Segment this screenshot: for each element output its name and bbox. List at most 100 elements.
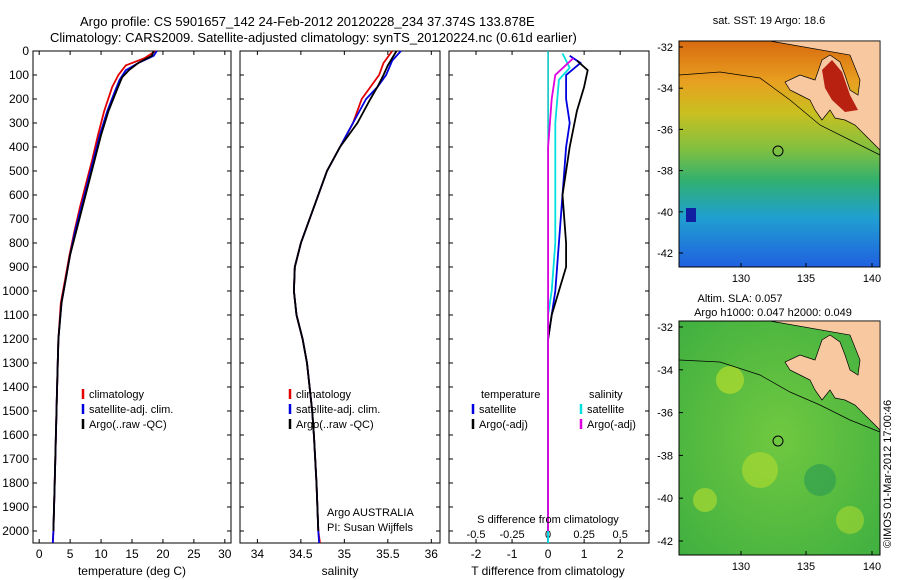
depth-tick-label: 1300 [2, 356, 29, 370]
s-tick-label: -0.5 [467, 529, 486, 541]
legend-label: Argo(-adj) [587, 419, 636, 431]
depth-tick-label: 1800 [2, 476, 29, 490]
x-tick-label: 0 [36, 547, 43, 561]
sla-argo-position [772, 435, 784, 447]
temperature-panel [32, 50, 232, 544]
legend-label: climatology [296, 389, 352, 401]
legend-label: satellite [479, 404, 516, 416]
x-tick-label: 30 [218, 547, 232, 561]
sla-map [678, 320, 881, 556]
depth-tick-label: 1600 [2, 428, 29, 442]
x-tick-label: 1 [581, 547, 588, 561]
sla-map-title2: Argo h1000: 0.047 h2000: 0.049 [694, 307, 852, 319]
x-tick-label: 10 [94, 547, 108, 561]
depth-tick-label: 0 [22, 44, 29, 58]
map-lon-label: 140 [863, 561, 881, 573]
depth-tick-label: 800 [9, 236, 29, 250]
s-tick-label: 0.5 [613, 529, 628, 541]
x-tick-label: -2 [471, 547, 482, 561]
legend-label: satellite [587, 404, 624, 416]
sst-map-title: sat. SST: 19 Argo: 18.6 [713, 15, 826, 27]
s-tick-label: -0.25 [500, 529, 525, 541]
sla-shelf-contour [678, 359, 881, 433]
credit-text: ©IMOS 01-Mar-2012 17:00:46 [882, 400, 894, 548]
argo-program-label: Argo AUSTRALIA [327, 507, 414, 519]
depth-tick-label: 1100 [3, 308, 29, 322]
header-line2: Climatology: CARS2009. Satellite-adjuste… [50, 30, 577, 45]
x-tick-label: 25 [187, 547, 201, 561]
x-tick-label: 5 [67, 547, 74, 561]
depth-tick-label: 600 [9, 188, 29, 202]
depth-tick-label: 200 [9, 92, 29, 106]
sst-coldspot [686, 208, 696, 222]
legend-label: Argo(-adj) [479, 419, 528, 431]
legend-label: satellite-adj. clim. [89, 404, 173, 416]
profile-line-argo_s [547, 57, 574, 531]
sla-map-title1: Altim. SLA: 0.057 [698, 293, 783, 305]
map-lat-label: -32 [657, 322, 673, 334]
map-lon-label: 140 [863, 273, 881, 285]
salinity-xlabel: salinity [322, 564, 359, 578]
depth-tick-label: 2000 [2, 524, 29, 538]
sla-land [769, 320, 881, 431]
legend-label: Argo(..raw -QC) [296, 419, 374, 431]
map-lat-label: -36 [657, 124, 673, 136]
map-lat-label: -40 [657, 493, 673, 505]
map-lat-label: -32 [657, 42, 673, 54]
profile-line-sat_s [547, 52, 571, 543]
map-lat-label: -38 [657, 450, 673, 462]
sst-warm-gulf [822, 60, 858, 112]
x-tick-label: 15 [125, 547, 139, 561]
x-tick-label: 20 [156, 547, 170, 561]
depth-tick-label: 1900 [2, 500, 29, 514]
map-lon-label: 135 [797, 273, 815, 285]
difference-xlabel: T difference from climatology [471, 564, 625, 578]
pi-name-label: PI: Susan Wijffels [327, 522, 413, 534]
map-lon-label: 130 [732, 561, 750, 573]
profile-line-argo [52, 50, 155, 532]
map-lat-label: -34 [657, 83, 673, 95]
map-lat-label: -36 [657, 408, 673, 420]
x-tick-label: 2 [617, 547, 624, 561]
sst-shelf-contour [678, 71, 881, 156]
depth-tick-label: 400 [9, 140, 29, 154]
sst-argo-position [772, 145, 784, 157]
map-lat-label: -40 [657, 207, 673, 219]
x-tick-label: -1 [507, 547, 518, 561]
s-tick-label: 0.25 [573, 529, 594, 541]
map-lat-label: -42 [657, 536, 673, 548]
depth-tick-label: 700 [9, 212, 29, 226]
depth-tick-label: 1400 [2, 380, 29, 394]
axes-layer: 0100200300400500600700800900100011001200… [2, 44, 649, 561]
x-tick-label: 34 [251, 547, 265, 561]
depth-tick-label: 500 [9, 164, 29, 178]
legend-heading-salinity: salinity [589, 389, 623, 401]
x-tick-label: 34.5 [289, 547, 313, 561]
header-line1: Argo profile: CS 5901657_142 24-Feb-2012… [80, 14, 535, 29]
s-difference-label: S difference from climatology [477, 514, 619, 526]
legends-layer: climatology satellite-adj. clim. Argo(..ra… [81, 389, 636, 431]
x-tick-label: 0 [545, 547, 552, 561]
depth-tick-label: 1500 [2, 404, 29, 418]
map-lat-label: -42 [657, 248, 673, 260]
x-tick-label: 35.5 [376, 547, 400, 561]
depth-tick-label: 1700 [2, 452, 29, 466]
profile-line-argo [292, 50, 398, 532]
depth-tick-label: 1200 [2, 332, 29, 346]
legend-heading-temperature: temperature [481, 389, 540, 401]
map-lat-label: -38 [657, 166, 673, 178]
x-tick-label: 35 [338, 547, 352, 561]
map-lon-label: 135 [797, 561, 815, 573]
temperature-xlabel: temperature (deg C) [78, 564, 186, 578]
map-lat-label: -34 [657, 365, 673, 377]
depth-tick-label: 300 [9, 116, 29, 130]
x-tick-label: 36 [425, 547, 439, 561]
sst-map [678, 40, 881, 268]
profile-lines [51, 50, 589, 544]
salinity-panel [239, 50, 441, 544]
depth-tick-label: 100 [9, 68, 29, 82]
depth-tick-label: 1000 [2, 284, 29, 298]
map-ticks: -32 -34 -36 -38 -40 -42 130 135 140 -32 -34 -36 -38 -… [657, 42, 881, 573]
map-lon-label: 130 [732, 273, 750, 285]
